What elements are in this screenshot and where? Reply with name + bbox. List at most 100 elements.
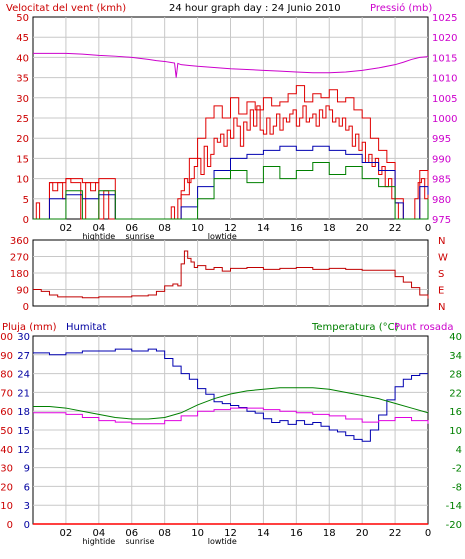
p3-humidity-tick-label: 30 bbox=[17, 332, 30, 343]
p1-y-left-tick-label: 10 bbox=[16, 175, 29, 186]
p1-y-left-tick-label: 35 bbox=[16, 74, 29, 85]
wind-direction-series-line bbox=[33, 250, 429, 299]
p1-x-tick-label: 18 bbox=[323, 223, 336, 234]
p1-x-tick-label: 16 bbox=[290, 223, 303, 234]
p2-y-left-tick-label: 180 bbox=[10, 269, 29, 280]
dewpoint-axis-label: Punt rosada bbox=[394, 322, 453, 333]
p1-y-right-tick-label: 985 bbox=[432, 175, 451, 186]
dewpoint-series-line bbox=[33, 407, 429, 425]
p3-humidity-tick-label: 12 bbox=[17, 445, 30, 456]
p1-y-right-tick-label: 995 bbox=[432, 134, 451, 145]
p3-x-tick-label: 08 bbox=[158, 528, 171, 539]
temperature-axis-label: Temperatura (°C) bbox=[311, 322, 399, 333]
p3-x-tick-label: 22 bbox=[389, 528, 402, 539]
p1-x-tick-label: 14 bbox=[257, 223, 270, 234]
p3-temperature-tick-label: 22 bbox=[449, 388, 462, 399]
p1-lowtide-label: lowtide bbox=[208, 232, 237, 241]
p3-rain-tick-label: 10 bbox=[0, 501, 13, 512]
p3-temperature-tick-label: 16 bbox=[449, 407, 462, 418]
p3-temperature-tick-label: 4 bbox=[456, 445, 462, 456]
p2-y-left-tick-label: 270 bbox=[10, 253, 29, 264]
p3-rain-tick-label: 30 bbox=[0, 464, 13, 475]
p3-x-tick-label: 14 bbox=[257, 528, 270, 539]
p1-x-tick-label: 0 bbox=[425, 223, 431, 234]
p1-y-left-tick-label: 25 bbox=[16, 114, 29, 125]
p1-x-tick-label: 08 bbox=[158, 223, 171, 234]
p1-y-right-tick-label: 975 bbox=[432, 215, 451, 226]
p1-y-left-tick-label: 50 bbox=[16, 13, 29, 24]
p1-y-left-tick-label: 0 bbox=[23, 215, 29, 226]
rain-axis-label: Pluja (mm) bbox=[2, 322, 57, 333]
p3-x-tick-label: 20 bbox=[356, 528, 369, 539]
p1-hightide-label: hightide bbox=[82, 232, 115, 241]
p1-y-right-tick-label: 1005 bbox=[432, 94, 457, 105]
p3-temperature-tick-label: 40 bbox=[449, 332, 462, 343]
p3-humidity-tick-label: 21 bbox=[17, 388, 30, 399]
p3-humidity-tick-label: 9 bbox=[24, 464, 30, 475]
pressure-series-line bbox=[33, 52, 429, 78]
p3-rain-tick-label: 100 bbox=[0, 332, 13, 343]
p1-y-left-tick-label: 45 bbox=[16, 33, 29, 44]
p3-x-tick-label: 02 bbox=[60, 528, 73, 539]
p3-humidity-tick-label: 3 bbox=[24, 501, 30, 512]
p3-sunrise-label: sunrise bbox=[126, 537, 155, 546]
wind-pressure-panel: 0510152025303540455097598098599099510001… bbox=[16, 13, 457, 241]
p3-rain-tick-label: 40 bbox=[0, 445, 13, 456]
p3-x-tick-label: 0 bbox=[425, 528, 431, 539]
p3-temperature-tick-label: -14 bbox=[446, 501, 462, 512]
p3-humidity-tick-label: 18 bbox=[17, 407, 30, 418]
p1-x-tick-label: 12 bbox=[224, 223, 237, 234]
p1-x-tick-label: 04 bbox=[92, 223, 105, 234]
humidity-series-line bbox=[33, 348, 428, 442]
p2-y-left-tick-label: 360 bbox=[10, 236, 29, 247]
p3-humidity-tick-label: 6 bbox=[24, 482, 30, 493]
p1-x-tick-label: 22 bbox=[389, 223, 402, 234]
p1-y-right-tick-label: 980 bbox=[432, 195, 451, 206]
p1-x-tick-label: 02 bbox=[60, 223, 73, 234]
p3-rain-tick-label: 70 bbox=[0, 388, 13, 399]
p3-humidity-tick-label: 27 bbox=[17, 351, 30, 362]
p1-y-right-tick-label: 1020 bbox=[432, 33, 457, 44]
p2-y-right-compass-label: N bbox=[438, 302, 445, 313]
p3-humidity-tick-label: 15 bbox=[17, 426, 30, 437]
humidity-axis-label: Humitat bbox=[66, 322, 106, 333]
p1-y-right-tick-label: 1000 bbox=[432, 114, 457, 125]
p1-y-right-tick-label: 1015 bbox=[432, 53, 457, 64]
pressure-axis-label: Pressió (mb) bbox=[370, 2, 432, 14]
p1-sunrise-label: sunrise bbox=[126, 232, 155, 241]
p3-x-tick-label: 16 bbox=[290, 528, 303, 539]
p3-x-tick-label: 12 bbox=[224, 528, 237, 539]
p3-rain-tick-label: 90 bbox=[0, 351, 13, 362]
p1-y-left-tick-label: 15 bbox=[16, 154, 29, 165]
p3-temperature-tick-label: -2 bbox=[452, 464, 462, 475]
p3-hightide-label: hightide bbox=[82, 537, 115, 546]
p2-y-right-compass-label: W bbox=[438, 253, 448, 264]
p3-rain-tick-label: 0 bbox=[7, 520, 13, 531]
chart-title: 24 hour graph day : 24 Junio 2010 bbox=[169, 3, 341, 14]
p1-y-left-tick-label: 5 bbox=[23, 195, 29, 206]
p3-humidity-tick-label: 24 bbox=[17, 370, 30, 381]
p1-x-tick-label: 20 bbox=[356, 223, 369, 234]
p1-y-right-tick-label: 990 bbox=[432, 154, 451, 165]
p3-lowtide-label: lowtide bbox=[208, 537, 237, 546]
p2-y-left-tick-label: 90 bbox=[16, 286, 29, 297]
p2-y-left-tick-label: 0 bbox=[23, 302, 29, 313]
p3-temperature-tick-label: 34 bbox=[449, 351, 462, 362]
p3-rain-tick-label: 50 bbox=[0, 426, 13, 437]
temperature-series-line bbox=[33, 387, 429, 420]
p1-y-left-tick-label: 30 bbox=[16, 94, 29, 105]
p1-x-tick-label: 06 bbox=[125, 223, 138, 234]
p3-x-tick-label: 10 bbox=[191, 528, 204, 539]
wind-speed-axis-label: Velocitat del vent (kmh) bbox=[6, 3, 126, 14]
p3-temperature-tick-label: -8 bbox=[452, 482, 462, 493]
p3-temperature-tick-label: 28 bbox=[449, 370, 462, 381]
p1-y-right-tick-label: 1010 bbox=[432, 74, 457, 85]
p3-rain-tick-label: 80 bbox=[0, 370, 13, 381]
p3-x-tick-label: 18 bbox=[323, 528, 336, 539]
p3-temperature-tick-label: -20 bbox=[446, 520, 462, 531]
p3-x-tick-label: 06 bbox=[125, 528, 138, 539]
p1-x-tick-label: 10 bbox=[191, 223, 204, 234]
